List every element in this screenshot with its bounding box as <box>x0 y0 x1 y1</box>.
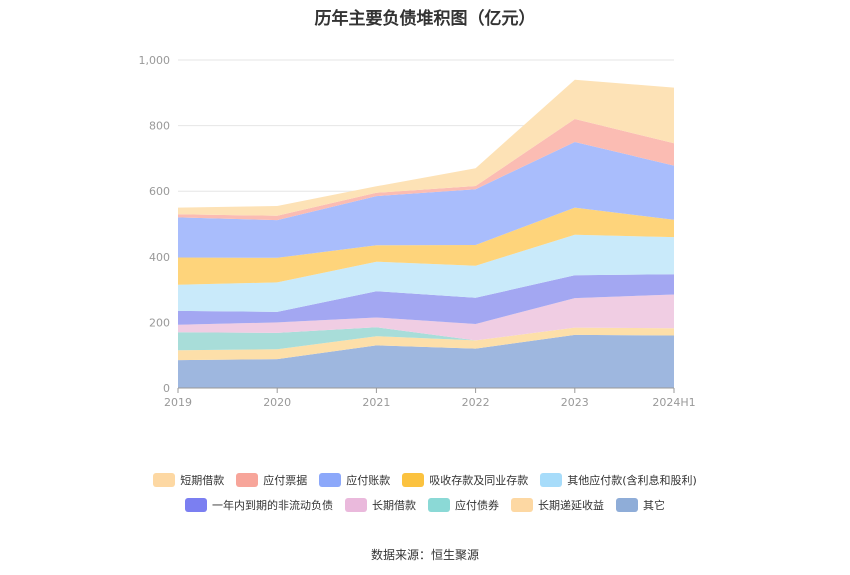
legend-label: 其它 <box>643 499 665 512</box>
axes: 0 200 400 600 800 1,000 2019 2020 2021 2022 2023 20… <box>139 54 696 409</box>
legend-item[interactable]: 其它 <box>616 497 665 513</box>
area-series-1 <box>178 327 674 361</box>
area-series-7 <box>178 142 674 258</box>
y-tick-label: 200 <box>149 316 170 329</box>
legend-item[interactable]: 吸收存款及同业存款 <box>402 472 528 488</box>
legend-row: 一年内到期的非流动负债 长期借款 应付债券 长期递延收益 其它 <box>0 497 850 513</box>
legend: 短期借款 应付票据 应付账款 吸收存款及同业存款 其他应付款(含利息和股利) 一年内到期的… <box>0 472 850 522</box>
area-series-3 <box>178 294 674 341</box>
x-tick-label: 2022 <box>462 396 490 409</box>
legend-swatch <box>540 473 563 487</box>
legend-item[interactable]: 长期借款 <box>345 497 416 513</box>
legend-swatch <box>616 498 638 512</box>
area-series-9 <box>178 79 674 216</box>
legend-swatch <box>236 473 259 487</box>
legend-swatch <box>319 473 342 487</box>
area-series-6 <box>178 207 674 285</box>
y-tick-label: 400 <box>149 251 170 264</box>
area-series-0 <box>178 334 674 388</box>
legend-swatch <box>428 498 450 512</box>
legend-swatch <box>185 498 207 512</box>
legend-label: 应付债券 <box>455 499 499 512</box>
x-tick-label: 2019 <box>164 396 192 409</box>
chart-title: 历年主要负债堆积图（亿元） <box>314 9 536 29</box>
x-tick-label: 2024H1 <box>652 396 695 409</box>
legend-item[interactable]: 一年内到期的非流动负债 <box>185 497 333 513</box>
x-tick-label: 2021 <box>362 396 390 409</box>
data-source: 数据来源：恒生聚源 <box>370 548 479 562</box>
y-tick-label: 600 <box>149 185 170 198</box>
area-series-5 <box>178 234 674 312</box>
legend-swatch <box>511 498 533 512</box>
y-tick-label: 800 <box>149 120 170 133</box>
legend-label: 吸收存款及同业存款 <box>429 474 529 487</box>
legend-item[interactable]: 短期借款 <box>153 472 224 488</box>
legend-label: 应付票据 <box>263 474 308 487</box>
legend-label: 长期递延收益 <box>538 499 604 512</box>
area-series-4 <box>178 274 674 325</box>
legend-label: 其他应付款(含利息和股利) <box>567 474 697 487</box>
area-series-2 <box>178 327 674 351</box>
y-tick-label: 0 <box>163 382 170 395</box>
legend-label: 短期借款 <box>180 474 225 487</box>
legend-label: 应付账款 <box>346 474 391 487</box>
legend-item[interactable]: 长期递延收益 <box>511 497 604 513</box>
x-tick-label: 2020 <box>263 396 291 409</box>
legend-item[interactable]: 其他应付款(含利息和股利) <box>540 472 697 488</box>
legend-item[interactable]: 应付票据 <box>236 472 307 488</box>
y-tick-label: 1,000 <box>139 54 171 67</box>
legend-label: 一年内到期的非流动负债 <box>212 499 333 512</box>
legend-item[interactable]: 应付债券 <box>428 497 499 513</box>
legend-swatch <box>402 473 425 487</box>
legend-row: 短期借款 应付票据 应付账款 吸收存款及同业存款 其他应付款(含利息和股利) <box>0 472 850 488</box>
legend-label: 长期借款 <box>372 499 416 512</box>
area-series <box>178 79 674 388</box>
x-tick-label: 2023 <box>561 396 589 409</box>
stacked-area-chart: 0 200 400 600 800 1,000 2019 2020 2021 2022 2023 20… <box>139 54 696 409</box>
legend-item[interactable]: 应付账款 <box>319 472 390 488</box>
area-series-8 <box>178 119 674 221</box>
legend-swatch <box>345 498 367 512</box>
legend-swatch <box>153 473 176 487</box>
